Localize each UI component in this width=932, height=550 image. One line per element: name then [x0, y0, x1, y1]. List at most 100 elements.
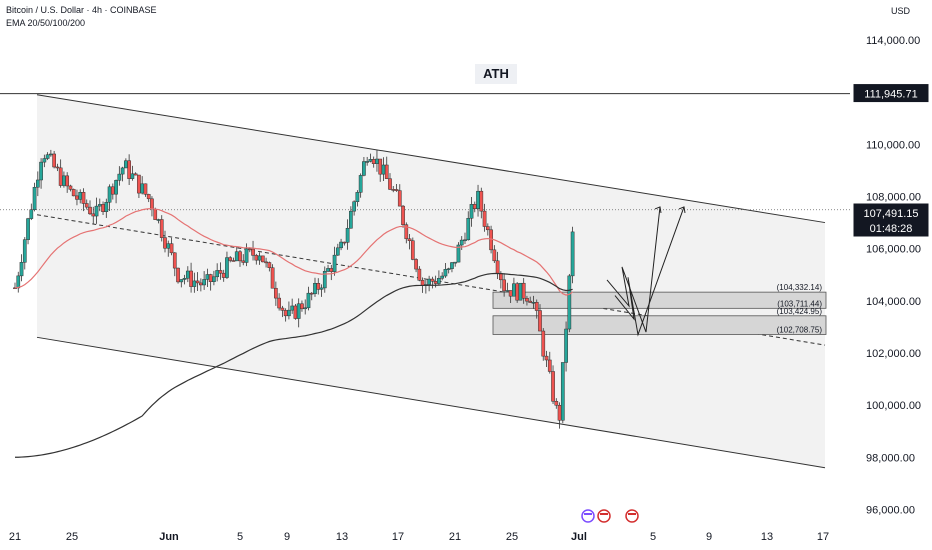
candle-body: [482, 210, 487, 227]
candle-body: [388, 178, 392, 190]
candle-body: [140, 183, 145, 194]
candle-body: [130, 173, 135, 179]
candle-body: [420, 280, 425, 286]
candle-body: [238, 251, 242, 262]
candle-body: [453, 261, 458, 264]
candle-body: [199, 282, 203, 286]
candle-body: [306, 292, 311, 309]
candle-body: [277, 297, 281, 309]
candle-body: [280, 307, 285, 311]
candle-body: [153, 208, 158, 220]
candle-body: [456, 244, 461, 263]
candle-body: [257, 255, 262, 261]
candle-body: [150, 198, 154, 210]
candle-body: [19, 262, 24, 277]
candle-body: [45, 154, 50, 159]
candle-body: [287, 309, 291, 317]
candle-body: [391, 189, 396, 191]
candle-body: [437, 277, 441, 284]
candle-body: [345, 227, 350, 243]
candle-body: [32, 186, 37, 210]
candle-body: [508, 290, 513, 297]
candle-body: [567, 275, 572, 330]
candle-body: [39, 161, 43, 181]
candle-body: [71, 189, 76, 197]
candle-body: [104, 202, 109, 212]
y-axis-tick: 106,000.00: [866, 244, 921, 256]
candle-body: [143, 183, 148, 195]
candle-body: [127, 160, 131, 179]
candle-body: [518, 282, 523, 301]
candle-body: [182, 278, 187, 280]
candle-body: [362, 161, 366, 176]
candle-body: [225, 257, 229, 278]
candle-body: [49, 153, 53, 156]
y-axis-tick: 114,000.00: [866, 35, 920, 47]
event-flag-stripe: [584, 513, 592, 515]
event-flag-icon: [597, 509, 611, 523]
x-axis-tick: 25: [506, 531, 518, 543]
candle-body: [195, 280, 200, 284]
zone-bottom-label: (103,711.44): [777, 299, 822, 308]
candle-body: [332, 254, 337, 272]
candle-body: [156, 219, 161, 221]
x-axis-tick: 17: [392, 531, 404, 543]
candle-body: [124, 160, 128, 169]
candle-body: [384, 164, 389, 179]
support-zone: [492, 291, 827, 309]
zone-top-label: (103,424.95): [777, 307, 823, 316]
candle-body: [375, 158, 379, 164]
candle-body: [368, 159, 373, 162]
candle-body: [485, 226, 490, 231]
event-flag-icon: [625, 509, 639, 523]
candle-body: [430, 278, 435, 282]
candle-body: [137, 174, 141, 194]
x-axis-tick: 25: [66, 531, 78, 543]
candle-body: [192, 280, 197, 287]
candle-body: [505, 290, 510, 292]
ema-dark-line: [14, 272, 573, 458]
channel-upper-line: [36, 94, 826, 224]
candle-body: [397, 190, 402, 207]
event-flag-stripe: [600, 513, 608, 515]
candle-body: [433, 281, 438, 284]
candle-body: [65, 175, 70, 187]
support-zones: (104,332.14) (103,711.44)(103,424.95) (102…: [492, 283, 827, 335]
y-axis-tick: 108,000.00: [866, 191, 921, 203]
candle-body: [551, 371, 555, 402]
candle-body: [29, 209, 34, 219]
candle-body: [358, 175, 363, 193]
candle-body: [274, 287, 278, 299]
x-axis-tick: 13: [761, 531, 773, 543]
candle-body: [290, 305, 295, 311]
candle-body: [91, 213, 96, 217]
candle-body: [101, 204, 105, 212]
candle-body: [78, 192, 83, 200]
candle-body: [107, 186, 112, 203]
countdown-tag-bg: [853, 218, 929, 237]
candle-body: [81, 192, 86, 204]
candle-body: [479, 190, 484, 212]
candle-body: [264, 261, 268, 264]
candle-body: [267, 262, 272, 268]
candle-body: [322, 271, 327, 289]
candle-body: [283, 310, 288, 317]
candle-body: [469, 204, 474, 219]
candle-body: [313, 283, 317, 295]
candle-body: [499, 273, 503, 281]
x-axis-tick: 17: [817, 531, 829, 543]
countdown-tag: 01:48:28: [870, 223, 913, 235]
ath-annotation: ATH: [475, 64, 517, 84]
x-axis-tick: Jun: [159, 531, 179, 543]
y-axis-tick: 102,000.00: [866, 348, 921, 360]
candle-body: [502, 279, 506, 292]
x-axis-tick: 5: [237, 531, 243, 543]
indicator-label[interactable]: EMA 20/50/100/200: [6, 18, 86, 28]
candle-body: [534, 302, 539, 311]
candle-body: [16, 275, 21, 289]
x-axis-tick: 5: [650, 531, 656, 543]
candle-body: [570, 231, 575, 277]
candle-body: [446, 268, 451, 270]
candle-body: [525, 297, 529, 302]
